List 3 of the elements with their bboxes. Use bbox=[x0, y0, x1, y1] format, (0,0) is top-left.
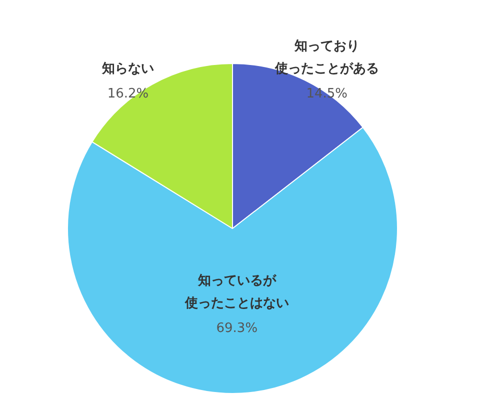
slice-label: 知らない bbox=[100, 62, 154, 77]
data-label: 69.3% bbox=[216, 320, 258, 336]
slice-label: 知っているが使ったことはない bbox=[184, 273, 289, 311]
